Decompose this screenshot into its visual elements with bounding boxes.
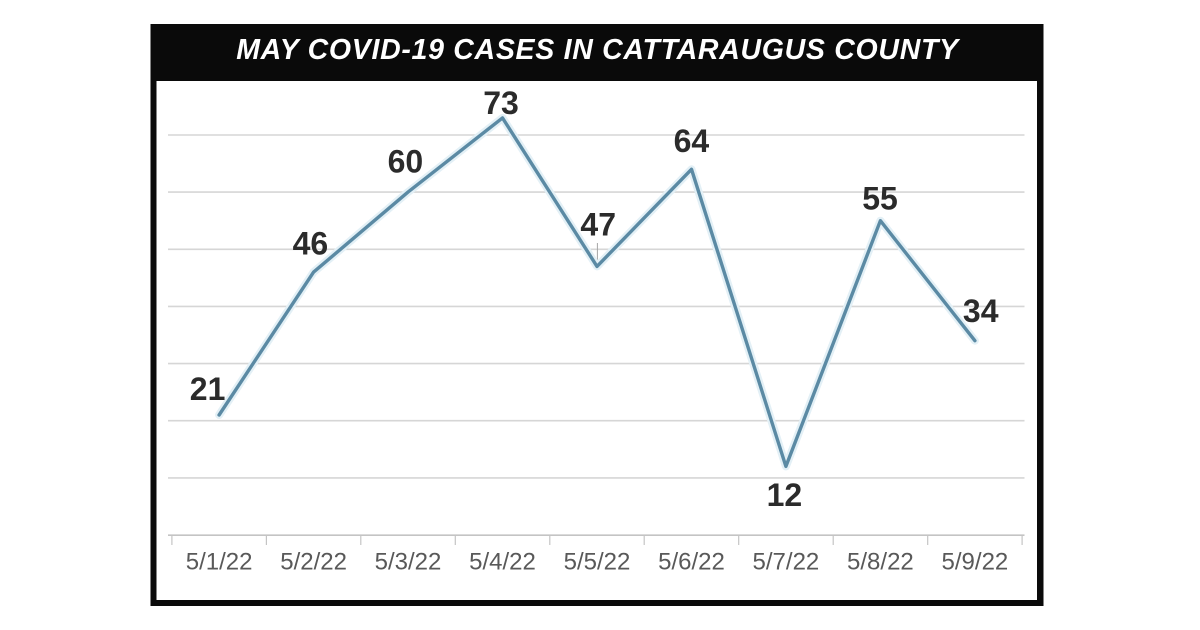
svg-text:60: 60: [388, 144, 424, 180]
svg-text:47: 47: [580, 207, 616, 243]
svg-text:46: 46: [293, 226, 329, 262]
svg-text:5/1/22: 5/1/22: [186, 549, 253, 576]
svg-text:5/8/22: 5/8/22: [847, 549, 914, 576]
svg-text:5/3/22: 5/3/22: [375, 549, 442, 576]
svg-text:MAY COVID-19 CASES IN CATTARAU: MAY COVID-19 CASES IN CATTARAUGUS COUNTY: [236, 34, 961, 66]
svg-text:5/5/22: 5/5/22: [564, 549, 631, 576]
svg-text:5/4/22: 5/4/22: [469, 549, 536, 576]
svg-text:5/9/22: 5/9/22: [942, 549, 1009, 576]
svg-text:73: 73: [483, 85, 519, 121]
svg-text:5/7/22: 5/7/22: [753, 549, 820, 576]
svg-text:21: 21: [190, 371, 226, 407]
svg-text:12: 12: [767, 477, 803, 513]
svg-text:64: 64: [674, 123, 710, 159]
svg-text:34: 34: [963, 293, 999, 329]
svg-text:5/6/22: 5/6/22: [658, 549, 725, 576]
svg-text:55: 55: [862, 180, 898, 216]
svg-text:5/2/22: 5/2/22: [280, 549, 347, 576]
